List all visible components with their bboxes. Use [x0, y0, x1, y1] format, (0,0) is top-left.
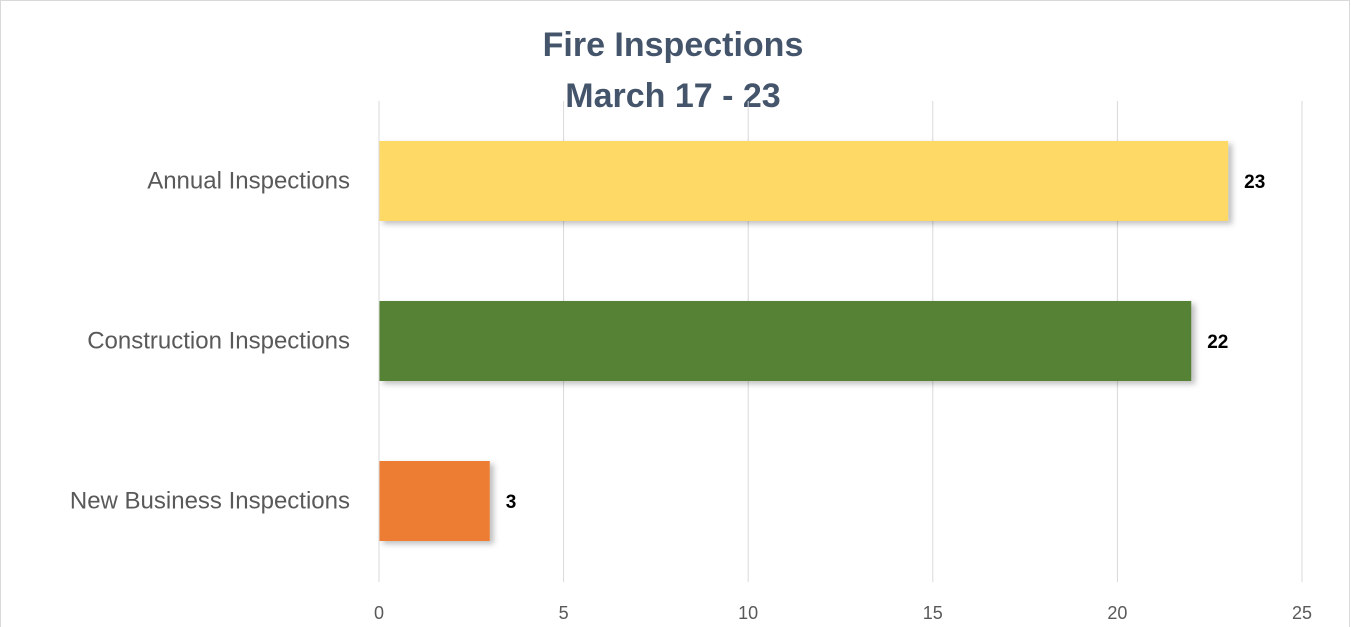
bar — [379, 141, 1229, 221]
chart-title: Fire Inspections — [543, 26, 804, 64]
bar — [379, 461, 490, 541]
x-tick-label: 25 — [1292, 603, 1312, 623]
chart-subtitle: March 17 - 23 — [565, 77, 780, 115]
data-label: 23 — [1244, 172, 1265, 193]
data-label: 22 — [1207, 332, 1228, 353]
x-tick-label: 15 — [923, 603, 943, 623]
y-tick-label: Annual Inspections — [147, 167, 350, 194]
y-tick-label: Construction Inspections — [87, 327, 350, 354]
data-label: 3 — [506, 492, 517, 513]
y-tick-label: New Business Inspections — [70, 487, 350, 514]
x-tick-label: 20 — [1107, 603, 1127, 623]
x-tick-label: 0 — [374, 603, 384, 623]
x-tick-label: 5 — [559, 603, 569, 623]
bar — [379, 301, 1192, 381]
x-tick-label: 10 — [738, 603, 758, 623]
